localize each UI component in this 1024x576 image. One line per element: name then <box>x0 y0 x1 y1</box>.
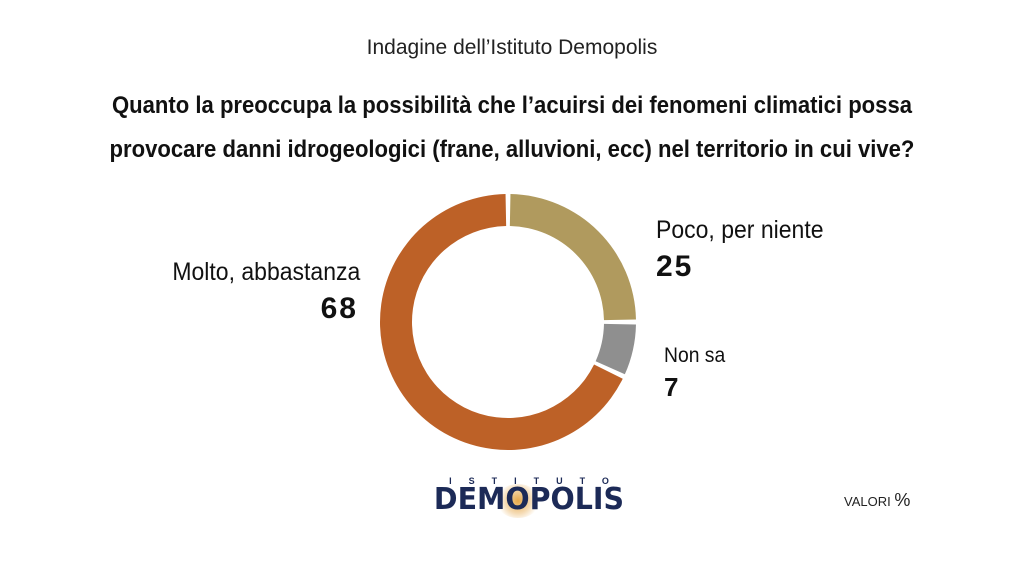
survey-question: Quanto la preoccupa la possibilità che l… <box>78 84 946 172</box>
slice-value-poco: 25 <box>656 250 694 283</box>
source-label: Indagine dell’Istituto Demopolis <box>366 36 658 59</box>
slice-value-non-sa: 7 <box>664 372 681 402</box>
values-unit-note: VALORI % <box>844 490 910 511</box>
demopolis-logo: ISTITUTO DEMOPOLIS <box>406 476 652 518</box>
logo-top-text: ISTITUTO <box>449 476 626 486</box>
values-unit: % <box>894 490 911 510</box>
question-line-2: provocare danni idrogeologici (frane, al… <box>109 136 915 163</box>
donut-slice-non-sa <box>595 323 636 375</box>
slice-label-poco: Poco, per niente <box>656 216 824 244</box>
slice-value-molto: 68 <box>320 292 358 325</box>
question-line-1: Quanto la preoccupa la possibilità che l… <box>111 92 913 119</box>
slice-label-non-sa: Non sa <box>664 344 726 367</box>
logo-main-text: DEMOPOLIS <box>433 482 625 517</box>
slice-label-molto: Molto, abbastanza <box>172 258 360 286</box>
donut-slice-poco <box>509 194 636 321</box>
logo-glow <box>496 484 540 518</box>
values-label: VALORI <box>844 494 891 509</box>
